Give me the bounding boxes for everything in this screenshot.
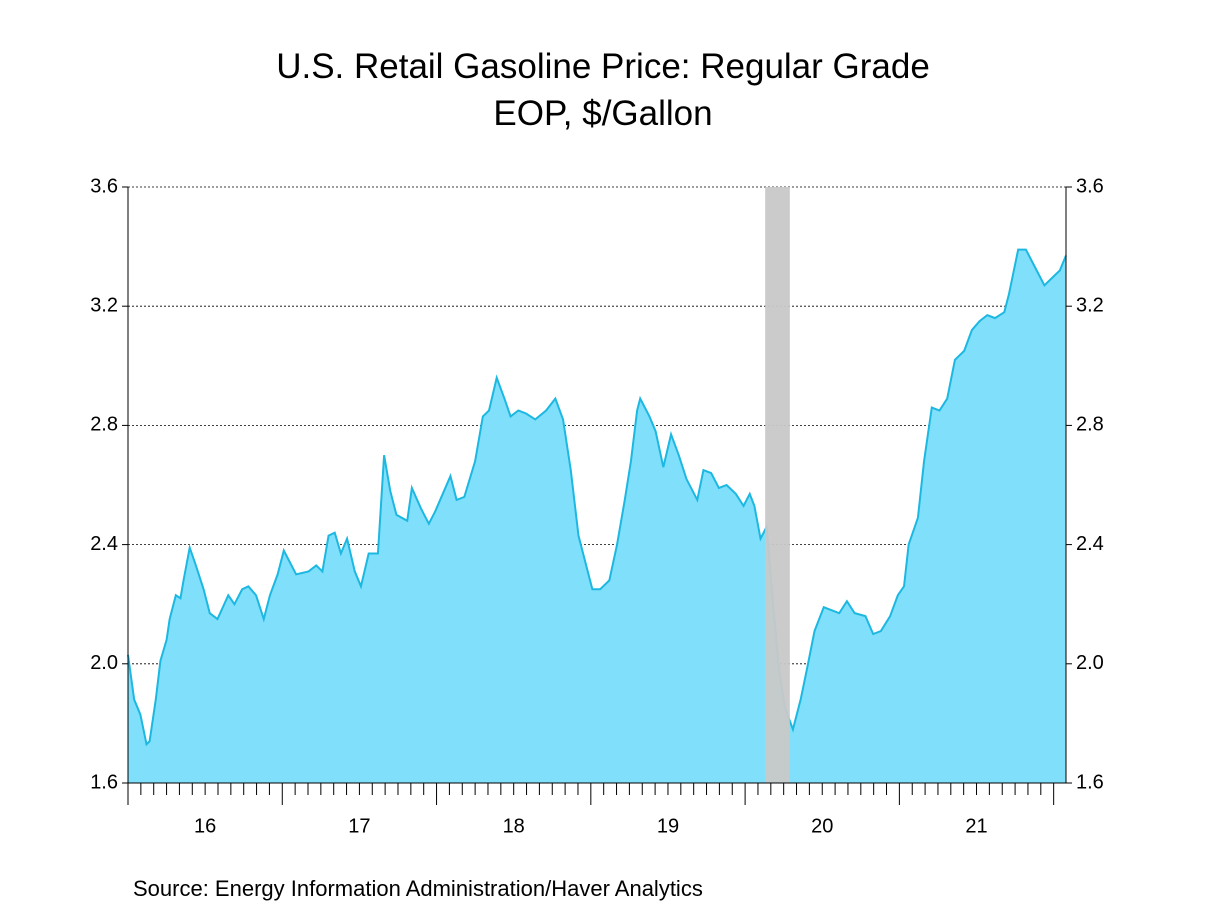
- y2-tick-label: 2.8: [1076, 414, 1104, 436]
- y2-tick-label: 2.4: [1076, 533, 1104, 555]
- x-tick-label: 21: [965, 815, 987, 837]
- y2-tick-label: 2.0: [1076, 652, 1104, 674]
- y-tick-label: 3.6: [90, 175, 118, 197]
- recession-shade: [765, 187, 790, 783]
- source-note: Source: Energy Information Administratio…: [133, 876, 703, 901]
- area-fill: [128, 249, 1066, 783]
- y-tick-label: 1.6: [90, 771, 118, 793]
- x-tick-label: 20: [811, 815, 833, 837]
- x-tick-label: 18: [503, 815, 525, 837]
- y-tick-label: 3.2: [90, 294, 118, 316]
- y2-tick-label: 3.6: [1076, 175, 1104, 197]
- chart-title: U.S. Retail Gasoline Price: Regular Grad…: [276, 47, 930, 86]
- y2-tick-label: 3.2: [1076, 294, 1104, 316]
- y2-tick-label: 1.6: [1076, 771, 1104, 793]
- x-tick-label: 16: [194, 815, 216, 837]
- x-tick-label: 17: [348, 815, 370, 837]
- y-tick-label: 2.4: [90, 533, 118, 555]
- y-tick-label: 2.8: [90, 414, 118, 436]
- x-tick-label: 19: [657, 815, 679, 837]
- chart-subtitle: EOP, $/Gallon: [493, 94, 712, 133]
- area-line: [127, 248, 1067, 747]
- y-tick-label: 2.0: [90, 652, 118, 674]
